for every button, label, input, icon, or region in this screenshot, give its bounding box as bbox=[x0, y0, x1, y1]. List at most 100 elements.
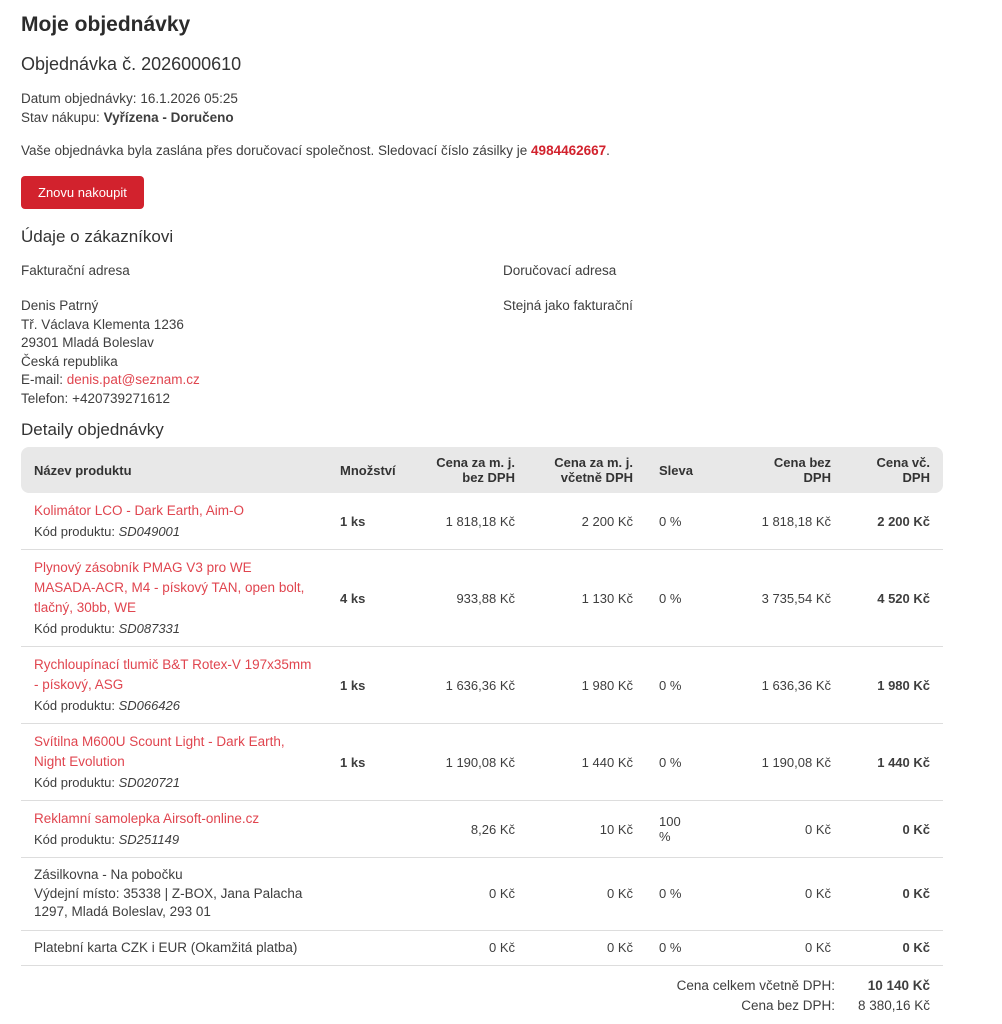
col-quantity: Množství bbox=[327, 447, 413, 493]
table-row: Reklamní samolepka Airsoft-online.cz Kód… bbox=[21, 800, 943, 858]
product-cell: Reklamní samolepka Airsoft-online.cz Kód… bbox=[21, 800, 327, 858]
table-row: Rychloupínací tlumič B&T Rotex-V 197x35m… bbox=[21, 646, 943, 724]
total-inc-vat-value: 10 140 Kč bbox=[867, 978, 930, 993]
total-ex-vat-cell: 3 735,54 Kč bbox=[704, 549, 844, 647]
billing-street: Tř. Václava Klementa 1236 bbox=[21, 316, 184, 332]
discount-cell: 0 % bbox=[646, 646, 704, 724]
billing-country: Česká republika bbox=[21, 353, 118, 369]
discount-cell: 0 % bbox=[646, 549, 704, 647]
customer-details: Fakturační adresa Denis Patrný Tř. Václa… bbox=[21, 263, 1002, 408]
quantity-cell bbox=[327, 800, 413, 858]
product-link[interactable]: Plynový zásobník PMAG V3 pro WE MASADA-A… bbox=[34, 560, 305, 615]
total-inc-vat-cell: 1 980 Kč bbox=[844, 646, 943, 724]
col-product-name: Název produktu bbox=[21, 447, 327, 493]
unit-price-ex-vat-cell: 1 190,08 Kč bbox=[413, 723, 528, 801]
product-link[interactable]: Reklamní samolepka Airsoft-online.cz bbox=[34, 811, 260, 826]
unit-price-inc-vat-cell: 0 Kč bbox=[528, 930, 646, 966]
total-ex-vat-row: Cena bez DPH: 8 380,16 Kč bbox=[21, 996, 930, 1016]
product-cell: Rychloupínací tlumič B&T Rotex-V 197x35m… bbox=[21, 646, 327, 724]
product-code: Kód produktu: SD020721 bbox=[34, 775, 181, 790]
delivery-address-note: Stejná jako fakturační bbox=[503, 298, 633, 313]
table-row: Plynový zásobník PMAG V3 pro WE MASADA-A… bbox=[21, 549, 943, 647]
unit-price-inc-vat-cell: 1 130 Kč bbox=[528, 549, 646, 647]
table-row: Zásilkovna - Na pobočku Výdejní místo: 3… bbox=[21, 857, 943, 931]
billing-name: Denis Patrný bbox=[21, 298, 99, 313]
order-meta: Datum objednávky: 16.1.2026 05:25 Stav n… bbox=[21, 89, 1002, 127]
billing-phone-line: Telefon: +420739271612 bbox=[21, 390, 503, 409]
tracking-number-link[interactable]: 4984462667 bbox=[531, 143, 607, 158]
unit-price-inc-vat-cell: 1 440 Kč bbox=[528, 723, 646, 801]
total-inc-vat-cell: 0 Kč bbox=[844, 930, 943, 966]
unit-price-ex-vat-cell: 0 Kč bbox=[413, 857, 528, 931]
total-ex-vat-cell: 1 818,18 Kč bbox=[704, 493, 844, 550]
discount-cell: 0 % bbox=[646, 930, 704, 966]
total-ex-vat-cell: 1 190,08 Kč bbox=[704, 723, 844, 801]
page-title: Moje objednávky bbox=[21, 13, 191, 36]
table-row: Platební karta CZK i EUR (Okamžitá platb… bbox=[21, 930, 943, 966]
discount-cell: 100 % bbox=[646, 800, 704, 858]
total-inc-vat-label: Cena celkem včetně DPH: bbox=[676, 978, 835, 993]
email-link[interactable]: denis.pat@seznam.cz bbox=[66, 372, 200, 387]
unit-price-ex-vat-cell: 8,26 Kč bbox=[413, 800, 528, 858]
shipping-message: Vaše objednávka byla zaslána přes doručo… bbox=[21, 141, 1002, 160]
email-label: E-mail: bbox=[21, 372, 64, 387]
total-ex-vat-label: Cena bez DPH: bbox=[741, 998, 835, 1013]
order-totals: Cena celkem včetně DPH: 10 140 Kč Cena b… bbox=[21, 966, 943, 1016]
product-code: Kód produktu: SD066426 bbox=[34, 698, 181, 713]
shipping-method-cell: Zásilkovna - Na pobočku Výdejní místo: 3… bbox=[21, 857, 327, 931]
order-items-table: Název produktu Množství Cena za m. j. be… bbox=[21, 447, 943, 966]
discount-cell: 0 % bbox=[646, 857, 704, 931]
col-total-ex-vat: Cena bez DPH bbox=[704, 447, 844, 493]
product-link[interactable]: Svítilna M600U Scount Light - Dark Earth… bbox=[34, 734, 285, 769]
total-inc-vat-cell: 0 Kč bbox=[844, 800, 943, 858]
delivery-address-heading: Doručovací adresa bbox=[503, 263, 617, 278]
delivery-address-block: Doručovací adresa Stejná jako fakturační bbox=[503, 263, 1002, 408]
quantity-cell: 1 ks bbox=[327, 646, 413, 724]
table-row: Kolimátor LCO - Dark Earth, Aim-O Kód pr… bbox=[21, 493, 943, 550]
total-inc-vat-cell: 2 200 Kč bbox=[844, 493, 943, 550]
billing-city: 29301 Mladá Boleslav bbox=[21, 335, 154, 350]
order-date-value: 16.1.2026 05:25 bbox=[140, 91, 238, 106]
discount-cell: 0 % bbox=[646, 723, 704, 801]
product-code: Kód produktu: SD087331 bbox=[34, 621, 181, 636]
total-inc-vat-cell: 0 Kč bbox=[844, 857, 943, 931]
quantity-cell: 1 ks bbox=[327, 493, 413, 550]
col-discount: Sleva bbox=[646, 447, 704, 493]
product-cell: Plynový zásobník PMAG V3 pro WE MASADA-A… bbox=[21, 549, 327, 647]
payment-method-name: Platební karta CZK i EUR (Okamžitá platb… bbox=[34, 939, 298, 955]
order-number-heading: Objednávka č. 2026000610 bbox=[21, 54, 242, 74]
payment-method-cell: Platební karta CZK i EUR (Okamžitá platb… bbox=[21, 930, 327, 966]
shipping-message-period: . bbox=[606, 143, 610, 158]
unit-price-inc-vat-cell: 1 980 Kč bbox=[528, 646, 646, 724]
col-total-inc-vat: Cena vč. DPH bbox=[844, 447, 943, 493]
quantity-cell: 4 ks bbox=[327, 549, 413, 647]
quantity-cell bbox=[327, 930, 413, 966]
unit-price-inc-vat-cell: 2 200 Kč bbox=[528, 493, 646, 550]
table-row: Svítilna M600U Scount Light - Dark Earth… bbox=[21, 723, 943, 801]
phone-value: +420739271612 bbox=[72, 390, 171, 406]
total-inc-vat-row: Cena celkem včetně DPH: 10 140 Kč bbox=[21, 976, 930, 996]
product-link[interactable]: Rychloupínací tlumič B&T Rotex-V 197x35m… bbox=[34, 657, 312, 692]
order-details-heading: Detaily objednávky bbox=[21, 420, 164, 439]
col-unit-price-ex-vat: Cena za m. j. bez DPH bbox=[413, 447, 528, 493]
shipping-message-text: Vaše objednávka byla zaslána přes doručo… bbox=[21, 143, 528, 158]
product-code: Kód produktu: SD251149 bbox=[34, 832, 180, 847]
product-link[interactable]: Kolimátor LCO - Dark Earth, Aim-O bbox=[34, 503, 245, 518]
discount-cell: 0 % bbox=[646, 493, 704, 550]
shipping-pickup-point: Výdejní místo: 35338 | Z-BOX, Jana Palac… bbox=[34, 885, 303, 920]
unit-price-inc-vat-cell: 10 Kč bbox=[528, 800, 646, 858]
unit-price-inc-vat-cell: 0 Kč bbox=[528, 857, 646, 931]
product-code: Kód produktu: SD049001 bbox=[34, 524, 181, 539]
shipping-method-name: Zásilkovna - Na pobočku bbox=[34, 867, 183, 882]
total-ex-vat-cell: 0 Kč bbox=[704, 930, 844, 966]
order-date-label: Datum objednávky: bbox=[21, 91, 137, 106]
order-status-label: Stav nákupu: bbox=[21, 110, 100, 125]
order-status-line: Stav nákupu: Vyřízena - Doručeno bbox=[21, 108, 1002, 127]
unit-price-ex-vat-cell: 1 636,36 Kč bbox=[413, 646, 528, 724]
buy-again-button[interactable]: Znovu nakoupit bbox=[21, 176, 144, 209]
total-inc-vat-cell: 4 520 Kč bbox=[844, 549, 943, 647]
order-date-line: Datum objednávky: 16.1.2026 05:25 bbox=[21, 89, 1002, 108]
billing-address-heading: Fakturační adresa bbox=[21, 263, 130, 278]
product-cell: Svítilna M600U Scount Light - Dark Earth… bbox=[21, 723, 327, 801]
